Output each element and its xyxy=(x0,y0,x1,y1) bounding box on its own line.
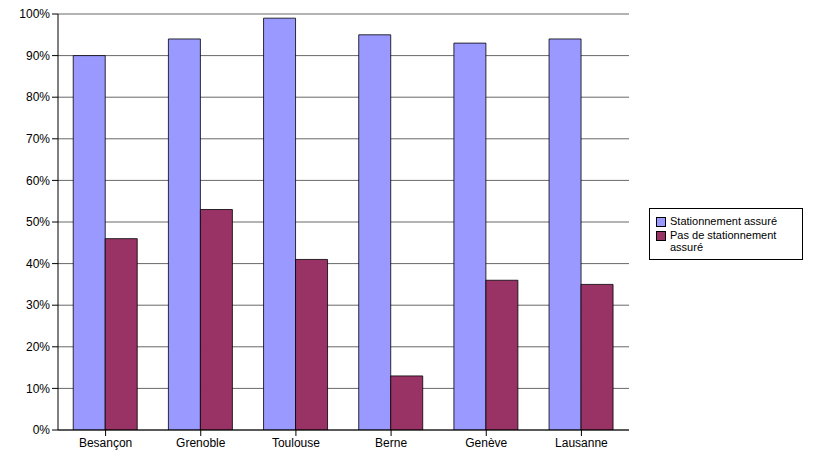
svg-text:80%: 80% xyxy=(26,90,50,104)
html-text:Pas de stationnement assuré: Pas de stationnement assuré xyxy=(670,229,777,253)
svg-text:100%: 100% xyxy=(19,8,50,21)
svg-text:20%: 20% xyxy=(26,340,50,354)
svg-text:70%: 70% xyxy=(26,132,50,146)
html-text:Stationnement assuré: Stationnement assuré xyxy=(670,215,777,227)
svg-text:90%: 90% xyxy=(26,49,50,63)
svg-text:10%: 10% xyxy=(26,382,50,396)
svg-text:40%: 40% xyxy=(26,257,50,271)
svg-text:Berne: Berne xyxy=(375,436,407,450)
svg-text:50%: 50% xyxy=(26,215,50,229)
svg-text:Genève: Genève xyxy=(465,436,507,450)
svg-text:0%: 0% xyxy=(33,423,51,437)
svg-text:Besançon: Besançon xyxy=(79,436,132,450)
svg-text:Toulouse: Toulouse xyxy=(272,436,320,450)
svg-text:60%: 60% xyxy=(26,174,50,188)
svg-text:Grenoble: Grenoble xyxy=(176,436,226,450)
svg-text:Lausanne: Lausanne xyxy=(555,436,608,450)
svg-text:30%: 30% xyxy=(26,298,50,312)
